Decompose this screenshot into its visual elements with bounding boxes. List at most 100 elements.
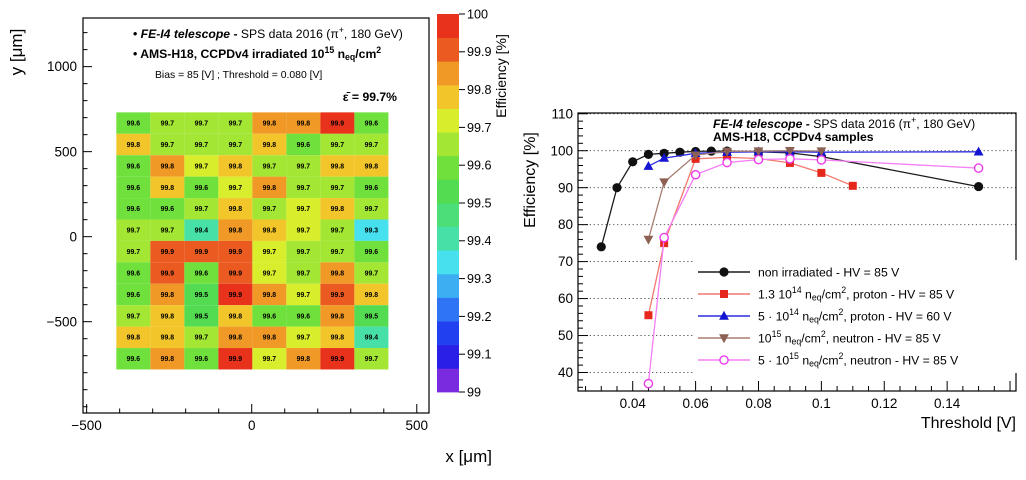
heatmap-cell: [184, 283, 219, 306]
heatmap-cell: [150, 155, 185, 177]
colorbar-band: [437, 14, 459, 39]
colorbar-band: [437, 344, 459, 369]
heatmap-cell: [354, 262, 389, 284]
data-point-marker: [628, 157, 638, 167]
heatmap-cell-value: 99.9: [195, 249, 209, 256]
heatmap-cell: [150, 326, 185, 349]
heatmap-cell: [286, 198, 321, 220]
heatmap-cell: [184, 240, 219, 263]
colorbar-tick-label: 99.7: [467, 121, 492, 135]
colorbar-band: [437, 226, 459, 251]
heatmap-cell: [184, 133, 219, 156]
data-point-marker: [643, 149, 654, 160]
heatmap-cell: [218, 326, 253, 349]
legend-item: 1015 neq/cm2, neutron - HV = 85 V: [698, 329, 941, 347]
y-axis-title: Efficiency [%]: [522, 132, 539, 228]
heatmap-cell-value: 99.8: [331, 163, 345, 170]
heatmap-cell-value: 99.8: [331, 206, 345, 213]
colorbar-band: [437, 132, 459, 157]
heatmap-cell: [116, 112, 151, 134]
heatmap-cell-value: 99.9: [229, 292, 243, 299]
heatmap-cell-value: 99.7: [195, 142, 209, 149]
data-point-marker: [973, 146, 984, 156]
heatmap-cell-value: 99.8: [331, 313, 345, 320]
heatmap-cell-value: 99.9: [161, 270, 175, 277]
heatmap-cell-value: 99.7: [331, 228, 345, 235]
heatmap-cell-value: 99.4: [195, 228, 209, 235]
heatmap-cell-value: 99.8: [229, 206, 243, 213]
plot-frame: [577, 112, 1017, 392]
heatmap-cell-value: 99.6: [297, 313, 311, 320]
colorbar-tick-label: 99.9: [467, 45, 492, 59]
colorbar-band: [437, 37, 459, 62]
heatmap-cell-value: 99.7: [229, 120, 243, 127]
heatmap-cell-value: 99.7: [331, 142, 345, 149]
heatmap-cell-value: 99.7: [331, 249, 345, 256]
heatmap-cell: [354, 240, 389, 263]
data-point-marker: [644, 311, 653, 320]
heatmap-cell: [320, 240, 355, 263]
heatmap-cell: [320, 262, 355, 284]
heatmap-cell-value: 99.8: [263, 228, 277, 235]
heatmap-cell-value: 99.7: [365, 206, 379, 213]
heatmap-cell: [218, 112, 253, 134]
heatmap-cell: [320, 348, 355, 370]
legend-item: 5 · 1014 neq/cm2, proton - HV = 60 V: [698, 307, 952, 325]
colorbar-band: [437, 273, 459, 298]
heatmap-cell-value: 99.6: [127, 185, 141, 192]
data-point-marker: [816, 147, 827, 157]
heatmap-cell: [354, 112, 389, 134]
heatmap-cell: [218, 219, 253, 241]
heatmap-cell-value: 99.8: [297, 356, 311, 363]
data-point-marker: [785, 147, 795, 156]
y-tick-label: 70: [558, 254, 573, 269]
heatmap-cell-value: 99.5: [365, 313, 379, 320]
heatmap-cell-value: 99.7: [195, 335, 209, 342]
data-point-marker: [973, 163, 984, 173]
heatmap-cell-value: 99.8: [263, 142, 277, 149]
heatmap-cell: [252, 305, 287, 327]
heatmap-cell-value: 99.7: [297, 206, 311, 213]
y-tick-label: 40: [558, 365, 573, 380]
x-tick-label: 0.14: [934, 396, 961, 411]
series-line: [648, 151, 979, 167]
plot-title-line2: AMS-H18, CCPDv4 samples: [713, 130, 874, 144]
heatmap-cell-value: 99.7: [161, 228, 175, 235]
heatmap-cell-value: 99.7: [331, 185, 345, 192]
heatmap-cell: [218, 176, 253, 199]
heatmap-cell-value: 99.8: [263, 292, 277, 299]
x-axis-title: x [μm]: [445, 447, 492, 466]
series-neutron-1e15: [643, 147, 827, 245]
heatmap-cell-value: 99.7: [365, 270, 379, 277]
y-tick-label: 80: [558, 217, 573, 232]
heatmap-cell: [116, 240, 151, 263]
heatmap-cell-value: 99.6: [127, 120, 141, 127]
heatmap-cell: [116, 198, 151, 220]
heatmap-cell-value: 99.6: [127, 356, 141, 363]
efficiency-vs-threshold-plot: 0.04 0.06 0.08 0.1 0.12 0.14 110 100 90 80 70 60 50 4…: [522, 106, 1017, 432]
heatmap-cell: [354, 326, 389, 349]
heatmap-cell-value: 99.4: [365, 335, 379, 342]
heatmap-cell: [116, 305, 151, 327]
heatmap-cell: [286, 283, 321, 306]
data-point-marker: [753, 147, 764, 157]
heatmap-cell: [116, 348, 151, 370]
heatmap-cell: [252, 198, 287, 220]
plot-frame: [82, 17, 430, 414]
heatmap-cell: [150, 176, 185, 199]
series-neutron-5e15: [643, 154, 984, 389]
data-point-marker: [719, 355, 729, 365]
heatmap-cell: [150, 133, 185, 156]
heatmap-cell: [252, 283, 287, 306]
heatmap-cell-value: 99.8: [331, 335, 345, 342]
heatmap-cell-value: 99.9: [161, 249, 175, 256]
heatmap-cell-value: 99.7: [297, 292, 311, 299]
heatmap-cell-value: 99.8: [263, 335, 277, 342]
heatmap-cell: [354, 283, 389, 306]
colorbar-tick-label: 99.4: [467, 234, 492, 248]
heatmap-cell: [252, 326, 287, 349]
y-tick-label: 110: [551, 106, 573, 121]
series-line: [647, 156, 854, 316]
x-tick-label: 0.06: [682, 396, 708, 411]
heatmap-cell: [150, 240, 185, 263]
